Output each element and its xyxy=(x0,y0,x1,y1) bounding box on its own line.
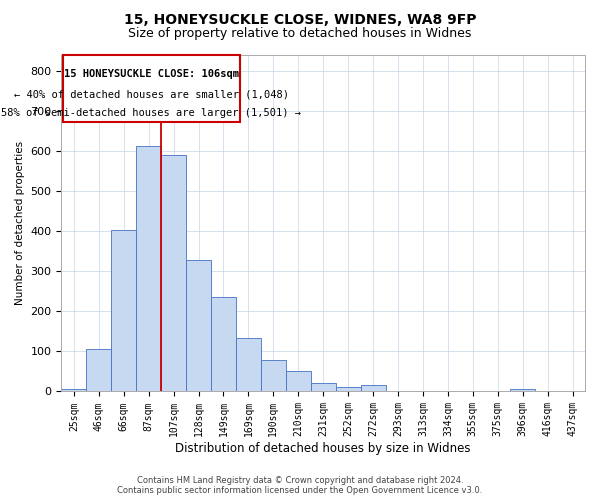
Y-axis label: Number of detached properties: Number of detached properties xyxy=(15,141,25,306)
Bar xyxy=(261,360,286,392)
Bar xyxy=(161,155,186,392)
Text: Size of property relative to detached houses in Widnes: Size of property relative to detached ho… xyxy=(128,28,472,40)
Bar xyxy=(211,298,236,392)
Bar xyxy=(136,146,161,392)
X-axis label: Distribution of detached houses by size in Widnes: Distribution of detached houses by size … xyxy=(175,442,471,455)
FancyBboxPatch shape xyxy=(62,55,239,122)
Bar xyxy=(86,348,111,392)
Text: 58% of semi-detached houses are larger (1,501) →: 58% of semi-detached houses are larger (… xyxy=(1,108,301,118)
Bar xyxy=(286,370,311,392)
Text: 15, HONEYSUCKLE CLOSE, WIDNES, WA8 9FP: 15, HONEYSUCKLE CLOSE, WIDNES, WA8 9FP xyxy=(124,12,476,26)
Bar xyxy=(361,384,386,392)
Text: ← 40% of detached houses are smaller (1,048): ← 40% of detached houses are smaller (1,… xyxy=(14,89,289,99)
Bar xyxy=(61,390,86,392)
Bar xyxy=(510,388,535,392)
Bar xyxy=(111,230,136,392)
Bar xyxy=(335,386,361,392)
Bar xyxy=(236,338,261,392)
Text: 15 HONEYSUCKLE CLOSE: 106sqm: 15 HONEYSUCKLE CLOSE: 106sqm xyxy=(64,69,239,79)
Bar xyxy=(186,260,211,392)
Bar xyxy=(311,384,335,392)
Bar xyxy=(386,390,410,392)
Text: Contains HM Land Registry data © Crown copyright and database right 2024.
Contai: Contains HM Land Registry data © Crown c… xyxy=(118,476,482,495)
